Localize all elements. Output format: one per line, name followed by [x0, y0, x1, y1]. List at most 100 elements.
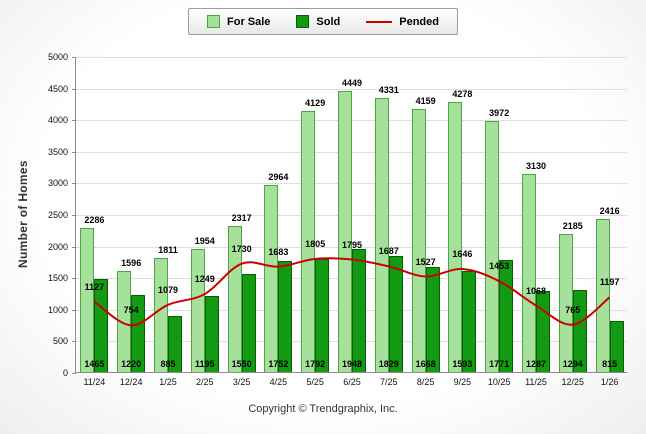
y-tick-mark	[72, 88, 76, 90]
for-sale-bar	[448, 101, 463, 372]
sold-value-label: 815	[602, 359, 618, 369]
x-tick-label: 8/25	[416, 377, 435, 387]
pended-value-label: 1683	[268, 246, 289, 257]
pended-value-label: 1646	[452, 248, 473, 259]
sold-value-label: 1752	[268, 359, 289, 369]
for-sale-bar	[522, 174, 536, 372]
gridline	[76, 88, 627, 90]
for-sale-bar	[595, 219, 610, 372]
y-tick-label: 2000	[47, 241, 68, 252]
x-tick-label: 2/25	[196, 377, 214, 387]
y-tick-label: 5000	[47, 52, 68, 62]
legend-item-sold: Sold	[296, 15, 340, 28]
x-tick-label: 6/25	[343, 377, 361, 387]
x-tick-label: 9/25	[453, 377, 472, 387]
sold-value-label: 1287	[525, 359, 547, 369]
pended-line-swatch-icon	[366, 20, 393, 23]
x-tick-label: 5/25	[306, 377, 324, 387]
x-tick-label: 4/25	[269, 377, 288, 387]
for-sale-value-label: 1811	[158, 244, 178, 255]
pended-value-label: 1068	[525, 285, 547, 296]
sold-value-label: 1771	[489, 359, 510, 369]
for-sale-bar	[264, 184, 279, 372]
for-sale-value-label: 1596	[121, 258, 142, 269]
y-tick-label: 0	[62, 368, 68, 378]
sold-value-label: 1294	[562, 359, 583, 369]
legend-item-pended: Pended	[366, 16, 439, 28]
y-tick-mark	[72, 183, 76, 185]
sold-value-label: 1220	[121, 359, 142, 369]
sold-swatch-icon	[296, 15, 310, 28]
pended-value-label: 1527	[415, 256, 436, 267]
y-tick-label: 4000	[47, 115, 68, 126]
for-sale-value-label: 4449	[341, 77, 363, 88]
legend-label-pended: Pended	[399, 15, 439, 28]
pended-value-label: 754	[123, 305, 139, 316]
x-tick-label: 12/24	[119, 377, 143, 387]
sold-bar	[388, 256, 403, 372]
for-sale-bar	[190, 248, 205, 372]
x-tick-label: 11/25	[525, 377, 547, 387]
sold-bar	[278, 261, 293, 372]
for-sale-bar	[485, 120, 500, 372]
sold-value-label: 1195	[195, 359, 215, 369]
x-tick-label: 11/24	[83, 377, 106, 387]
y-tick-mark	[72, 215, 76, 216]
pended-value-label: 1079	[157, 284, 179, 295]
sold-value-label: 1465	[84, 359, 105, 369]
for-sale-bar	[338, 90, 352, 372]
for-sale-bar	[80, 227, 95, 372]
legend-item-for-sale: For Sale	[207, 15, 270, 28]
x-tick-label: 7/25	[380, 377, 398, 387]
for-sale-value-label: 4159	[415, 96, 436, 107]
pended-value-label: 1453	[489, 261, 510, 272]
for-sale-bar	[154, 257, 168, 372]
pended-value-label: 1127	[84, 281, 105, 292]
sold-bar	[241, 274, 256, 372]
sold-bar	[315, 258, 330, 372]
y-tick-mark	[72, 373, 76, 374]
sold-value-label: 1668	[415, 359, 436, 369]
sold-bar	[425, 266, 440, 372]
for-sale-value-label: 2416	[599, 206, 620, 217]
sold-bar	[609, 320, 624, 372]
for-sale-bar	[411, 109, 426, 372]
x-tick-label: 1/26	[600, 377, 619, 387]
y-tick-label: 4500	[47, 83, 68, 94]
legend: For Sale Sold Pended	[188, 8, 458, 35]
sold-value-label: 885	[160, 359, 176, 369]
sold-value-label: 1792	[305, 359, 326, 369]
for-sale-value-label: 2286	[84, 214, 105, 225]
y-tick-label: 1500	[47, 273, 68, 284]
x-tick-label: 1/25	[159, 377, 177, 387]
sold-value-label: 1829	[378, 359, 399, 369]
y-tick-mark	[72, 309, 76, 311]
for-sale-value-label: 4129	[305, 98, 326, 109]
gridline	[76, 57, 627, 58]
for-sale-swatch-icon	[207, 15, 221, 28]
for-sale-bar	[558, 233, 573, 372]
copyright: Copyright © Trendgraphix, Inc.	[248, 403, 398, 415]
y-tick-label: 3000	[47, 178, 68, 189]
y-tick-mark	[72, 341, 76, 343]
pended-value-label: 1795	[341, 239, 363, 250]
for-sale-value-label: 2185	[562, 220, 583, 231]
for-sale-bar	[374, 98, 389, 372]
x-tick-label: 10/25	[487, 377, 511, 387]
sold-value-label: 1948	[341, 359, 363, 369]
pended-value-label: 1197	[599, 277, 620, 288]
for-sale-value-label: 2964	[268, 171, 289, 182]
y-tick-label: 1000	[47, 304, 68, 315]
pended-value-label: 1249	[194, 274, 215, 285]
legend-label-for-sale: For Sale	[227, 15, 271, 28]
y-tick-label: 500	[52, 336, 68, 347]
for-sale-value-label: 4331	[378, 85, 399, 96]
for-sale-bar	[117, 271, 132, 372]
legend-label-sold: Sold	[316, 15, 341, 28]
y-tick-mark	[72, 151, 76, 153]
y-tick-mark	[72, 246, 76, 248]
for-sale-value-label: 3972	[489, 107, 510, 118]
x-tick-label: 3/25	[232, 377, 251, 387]
plot-area: 0 500 1000 1500 2000 2500 3000 3500 4000 4500 5000…	[48, 52, 627, 387]
